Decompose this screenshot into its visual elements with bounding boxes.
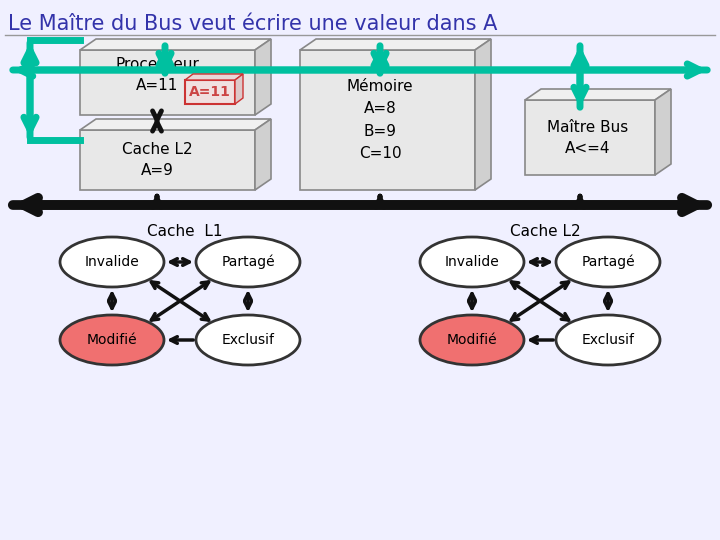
- Ellipse shape: [196, 315, 300, 365]
- Text: Partagé: Partagé: [221, 255, 275, 269]
- Ellipse shape: [420, 315, 524, 365]
- Text: Mémoire
A=8
B=9
C=10: Mémoire A=8 B=9 C=10: [347, 79, 413, 161]
- Ellipse shape: [420, 237, 524, 287]
- Text: Invalide: Invalide: [85, 255, 140, 269]
- Text: Exclusif: Exclusif: [222, 333, 274, 347]
- Text: Processeur
A=11: Processeur A=11: [115, 57, 199, 93]
- Polygon shape: [185, 74, 243, 80]
- Polygon shape: [255, 119, 271, 190]
- Text: Partagé: Partagé: [581, 255, 635, 269]
- Text: Cache L2: Cache L2: [510, 225, 580, 240]
- Ellipse shape: [60, 237, 164, 287]
- Text: Le Maître du Bus veut écrire une valeur dans A: Le Maître du Bus veut écrire une valeur …: [8, 14, 498, 34]
- Polygon shape: [475, 39, 491, 190]
- Polygon shape: [80, 50, 255, 115]
- Ellipse shape: [556, 237, 660, 287]
- Text: Exclusif: Exclusif: [582, 333, 634, 347]
- Text: Cache  L1: Cache L1: [148, 225, 222, 240]
- Polygon shape: [255, 39, 271, 115]
- Ellipse shape: [556, 315, 660, 365]
- Polygon shape: [80, 119, 271, 130]
- Text: Cache L2
A=9: Cache L2 A=9: [122, 142, 192, 178]
- Polygon shape: [80, 39, 271, 50]
- Text: Maître Bus
A<=4: Maître Bus A<=4: [547, 120, 629, 156]
- Polygon shape: [525, 100, 655, 175]
- Ellipse shape: [196, 237, 300, 287]
- Polygon shape: [300, 39, 491, 50]
- Text: Modifié: Modifié: [86, 333, 138, 347]
- Polygon shape: [80, 130, 255, 190]
- Polygon shape: [235, 74, 243, 104]
- Polygon shape: [300, 50, 475, 190]
- Text: Invalide: Invalide: [445, 255, 500, 269]
- Polygon shape: [525, 89, 671, 100]
- Polygon shape: [655, 89, 671, 175]
- Text: Modifié: Modifié: [446, 333, 498, 347]
- Ellipse shape: [60, 315, 164, 365]
- Polygon shape: [185, 80, 235, 104]
- Text: A=11: A=11: [189, 85, 231, 99]
